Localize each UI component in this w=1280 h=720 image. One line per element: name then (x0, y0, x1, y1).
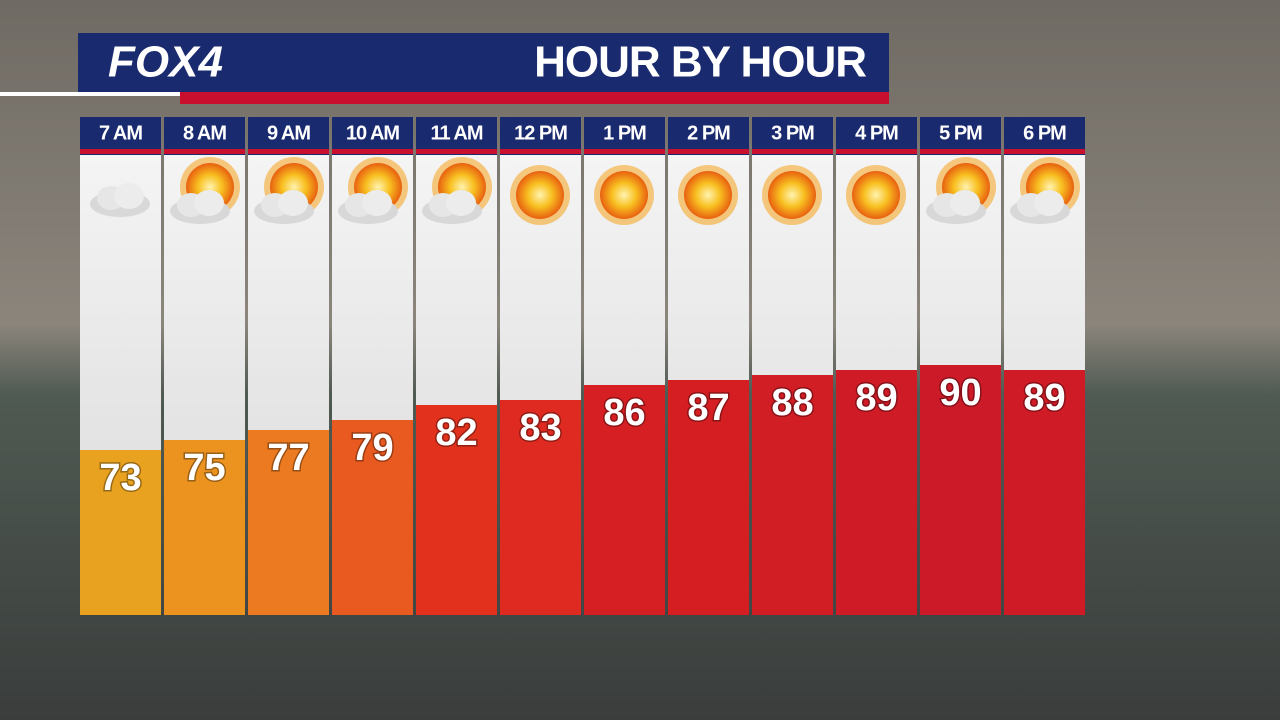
x-tick-label: 8 AM (183, 122, 226, 144)
bar (1004, 370, 1085, 615)
value-label: 82 (435, 412, 477, 454)
x-tick-label: 10 AM (346, 122, 400, 144)
column-header (248, 117, 329, 155)
column-header-stripe (416, 149, 497, 154)
value-label: 73 (99, 457, 141, 499)
x-tick-label: 12 PM (514, 122, 567, 144)
chart-title: HOUR BY HOUR (534, 38, 866, 87)
bar (584, 385, 665, 615)
column-header (920, 117, 1001, 155)
column-header (500, 117, 581, 155)
column-header-stripe (752, 149, 833, 154)
value-label: 86 (603, 392, 645, 434)
value-label: 87 (687, 387, 729, 429)
column-header (836, 117, 917, 155)
column-header-stripe (332, 149, 413, 154)
bar (836, 370, 917, 615)
x-tick-label: 6 PM (1023, 122, 1066, 144)
column-header (752, 117, 833, 155)
column-header (1004, 117, 1085, 155)
value-label: 90 (939, 372, 981, 414)
column-header-stripe (668, 149, 749, 154)
x-tick-label: 4 PM (855, 122, 898, 144)
brand-logo: FOX4 (108, 38, 223, 87)
bar (416, 405, 497, 615)
column-header (80, 117, 161, 155)
icon-sunny (762, 165, 822, 225)
column-header-stripe (248, 149, 329, 154)
value-label: 77 (267, 437, 309, 479)
icon-sunny (594, 165, 654, 225)
x-tick-label: 11 AM (430, 122, 482, 144)
icon-sunny (846, 165, 906, 225)
columns: 7 AM 73 8 AM 75 9 AM 77 10 AM 79 11 AM 82 12 PM 83 1… (80, 117, 1085, 615)
x-tick-label: 7 AM (99, 122, 142, 144)
header-bar (78, 33, 889, 92)
column-header-stripe (584, 149, 665, 154)
x-tick-label: 5 PM (939, 122, 982, 144)
column-header (164, 117, 245, 155)
column-header-stripe (164, 149, 245, 154)
header-line (0, 92, 180, 96)
column-header-stripe (80, 149, 161, 154)
value-label: 89 (1023, 377, 1065, 419)
column-header (668, 117, 749, 155)
bar (920, 365, 1001, 615)
column-header-stripe (836, 149, 917, 154)
bar (752, 375, 833, 615)
x-tick-label: 2 PM (687, 122, 730, 144)
column-header (416, 117, 497, 155)
x-tick-label: 1 PM (603, 122, 646, 144)
x-tick-label: 9 AM (267, 122, 310, 144)
value-label: 83 (519, 407, 561, 449)
bar (164, 440, 245, 615)
value-label: 89 (855, 377, 897, 419)
bar (668, 380, 749, 615)
bar (332, 420, 413, 615)
column-header-stripe (920, 149, 1001, 154)
bar (80, 450, 161, 615)
header-stripe (180, 92, 889, 104)
bar (500, 400, 581, 615)
x-tick-label: 3 PM (771, 122, 814, 144)
column-header (584, 117, 665, 155)
icon-sunny (510, 165, 570, 225)
column-header-stripe (1004, 149, 1085, 154)
value-label: 88 (771, 382, 813, 424)
column-header-stripe (500, 149, 581, 154)
value-label: 79 (351, 427, 393, 469)
value-label: 75 (183, 447, 225, 489)
column-header (332, 117, 413, 155)
icon-sunny (678, 165, 738, 225)
bar (248, 430, 329, 615)
